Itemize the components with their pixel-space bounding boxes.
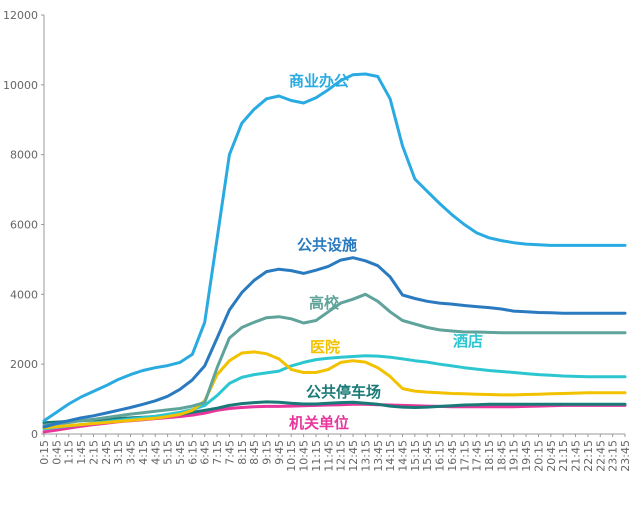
x-tick-label: 14:45 <box>396 440 409 472</box>
x-tick-label: 9:15 <box>261 440 274 465</box>
x-tick-label: 11:15 <box>310 440 323 472</box>
series-line-医院 <box>42 350 627 430</box>
series-line-酒店 <box>42 354 627 431</box>
x-tick-label: 5:45 <box>174 440 187 465</box>
x-tick-label: 7:45 <box>223 440 236 465</box>
x-tick-label: 2:45 <box>100 440 113 465</box>
x-tick-label: 7:15 <box>211 440 224 465</box>
series-line-高校 <box>42 292 627 427</box>
x-tick-label: 21:15 <box>557 440 570 472</box>
x-tick-label: 1:45 <box>75 440 88 465</box>
x-tick-label: 20:45 <box>545 440 558 472</box>
label-university: 高校 <box>309 294 340 312</box>
label-hotel: 酒店 <box>453 332 483 350</box>
x-tick-label: 22:15 <box>582 440 595 472</box>
x-tick-label: 14:15 <box>384 440 397 472</box>
x-tick-label: 16:15 <box>434 440 447 472</box>
x-tick-label: 5:15 <box>162 440 175 465</box>
y-axis: 0 2000 4000 6000 8000 10000 12000 <box>3 9 45 441</box>
x-tick-label: 16:45 <box>446 440 459 472</box>
x-tick-label: 8:15 <box>236 440 249 465</box>
y-tick-label: 4000 <box>10 288 38 301</box>
x-tick-label: 8:45 <box>248 440 261 465</box>
y-tick-label: 6000 <box>10 219 38 232</box>
y-tick-label: 8000 <box>10 149 38 162</box>
x-tick-label: 18:15 <box>483 440 496 472</box>
label-public-facilities: 公共设施 <box>297 236 357 254</box>
x-tick-label: 19:45 <box>520 440 533 472</box>
series-layer <box>42 72 627 434</box>
x-tick-label: 15:15 <box>409 440 422 472</box>
y-tick-label: 10000 <box>3 79 38 92</box>
x-tick-label: 4:45 <box>149 440 162 465</box>
x-tick-label: 3:15 <box>112 440 125 465</box>
x-tick-label: 6:45 <box>199 440 212 465</box>
x-tick-label: 23:15 <box>607 440 620 472</box>
y-tick-label: 0 <box>31 428 38 441</box>
label-public-parking: 公共停车场 <box>306 383 381 401</box>
x-tick-label: 13:15 <box>359 440 372 472</box>
x-tick-label: 12:15 <box>335 440 348 472</box>
label-commercial-office: 商业办公 <box>289 72 349 90</box>
y-tick-label: 2000 <box>10 358 38 371</box>
x-tick-label: 23:45 <box>619 440 631 472</box>
x-tick-label: 9:45 <box>273 440 286 465</box>
x-tick-label: 21:45 <box>570 440 583 472</box>
x-tick-label: 10:15 <box>285 440 298 472</box>
x-tick-label: 3:45 <box>125 440 138 465</box>
x-tick-label: 11:45 <box>322 440 335 472</box>
x-tick-label: 0:15 <box>38 440 51 465</box>
label-government: 机关单位 <box>289 414 349 432</box>
x-tick-label: 1:15 <box>63 440 76 465</box>
x-tick-label: 0:45 <box>50 440 63 465</box>
x-axis: 0:15 0:45 1:15 1:45 2:15 2:45 3:15 3:45 4:15 4:45… <box>38 433 631 472</box>
x-tick-label: 15:45 <box>421 440 434 472</box>
x-tick-label: 20:15 <box>532 440 545 472</box>
x-tick-label: 19:15 <box>508 440 521 472</box>
y-tick-label: 12000 <box>3 9 38 22</box>
label-hospital: 医院 <box>310 338 340 356</box>
x-tick-label: 10:45 <box>298 440 311 472</box>
label-layer: 商业办公 公共设施 高校 医院 酒店 公共停车场 机关单位 <box>289 72 483 432</box>
x-tick-label: 22:45 <box>594 440 607 472</box>
series-line-商业办公 <box>42 72 627 423</box>
x-tick-label: 2:15 <box>87 440 100 465</box>
x-tick-label: 18:45 <box>495 440 508 472</box>
x-tick-label: 17:15 <box>458 440 471 472</box>
x-tick-label: 6:15 <box>186 440 199 465</box>
series-line-公共设施 <box>42 256 627 429</box>
x-tick-label: 13:45 <box>372 440 385 472</box>
x-tick-label: 12:45 <box>347 440 360 472</box>
x-tick-label: 17:45 <box>471 440 484 472</box>
x-tick-label: 4:15 <box>137 440 150 465</box>
